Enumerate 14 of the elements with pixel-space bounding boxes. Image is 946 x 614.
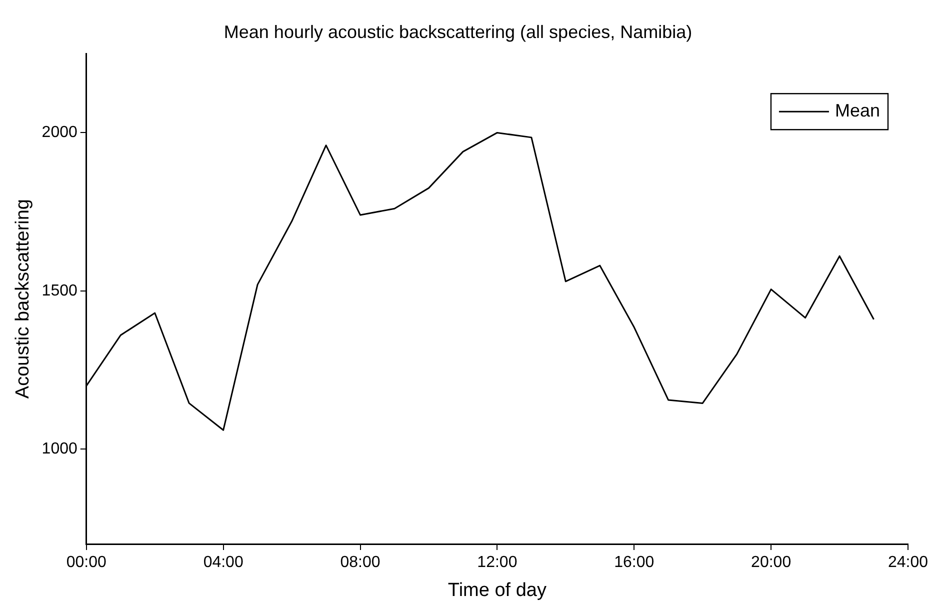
y-tick-label: 1000 xyxy=(42,440,78,458)
x-tick-label: 00:00 xyxy=(66,554,107,572)
x-tick-label: 04:00 xyxy=(203,554,244,572)
x-tick-label: 16:00 xyxy=(614,554,654,572)
x-tick-label: 12:00 xyxy=(477,554,518,572)
y-axis-title: Acoustic backscattering xyxy=(12,199,34,399)
x-axis-title: Time of day xyxy=(448,580,547,601)
legend-label: Mean xyxy=(834,100,880,121)
x-tick-label: 20:00 xyxy=(751,554,792,572)
x-tick-label: 24:00 xyxy=(888,554,928,572)
x-tick-label: 08:00 xyxy=(340,554,380,572)
y-tick-label: 1500 xyxy=(42,282,78,300)
y-tick-label: 2000 xyxy=(42,124,78,142)
chart-title: Mean hourly acoustic backscattering (all species, Namibia) xyxy=(224,22,692,42)
